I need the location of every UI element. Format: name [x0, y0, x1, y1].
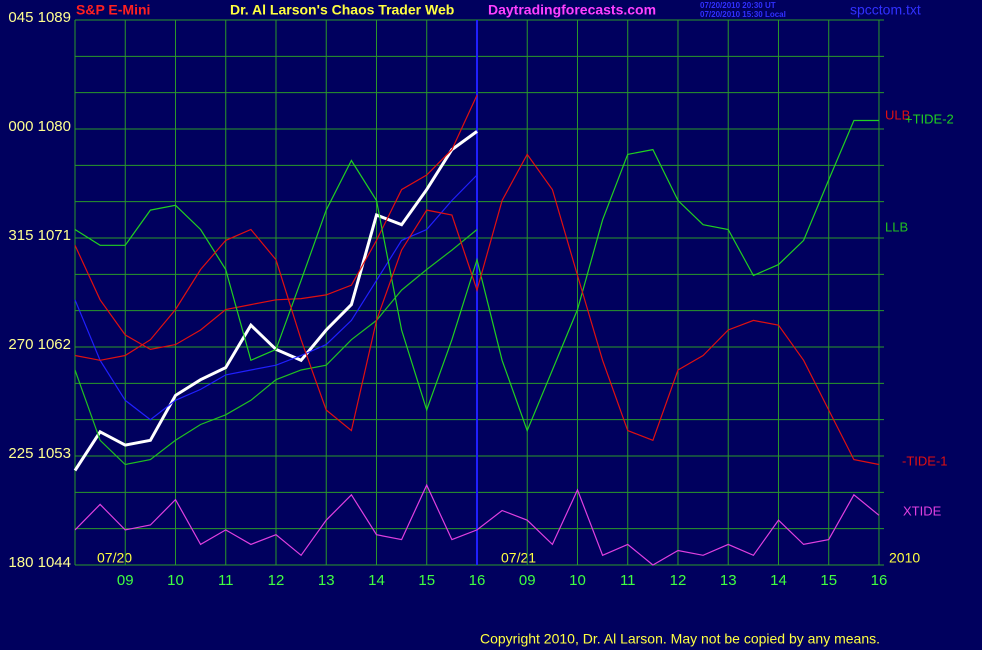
x-tick-label: 13 [720, 572, 737, 589]
legend-label: LLB [885, 219, 908, 234]
y-tick-label: 045 1089 [8, 9, 71, 26]
timestamp: 07/20/2010 15:30 Local [700, 10, 786, 19]
legend-label: XTIDE [903, 503, 942, 518]
x-tick-label: 12 [670, 572, 687, 589]
x-tick-label: 10 [167, 572, 184, 589]
instrument: S&P E-Mini [76, 2, 150, 18]
legend-label: -TIDE-1 [902, 453, 948, 468]
y-tick-label: 225 1053 [8, 445, 71, 462]
year-label: 2010 [889, 550, 920, 566]
x-tick-label: 12 [268, 572, 285, 589]
series-line [74, 119, 879, 433]
x-tick-label: 15 [418, 572, 435, 589]
y-tick-label: 270 1062 [8, 336, 71, 353]
y-tick-label: 315 1071 [8, 227, 71, 244]
date-label: 07/20 [97, 550, 132, 566]
x-tick-label: 11 [620, 572, 636, 589]
series-line [74, 229, 478, 466]
file-name: spcctom.txt [850, 2, 921, 18]
x-tick-label: 16 [469, 572, 486, 589]
x-tick-label: 11 [218, 572, 234, 589]
copyright: Copyright 2010, Dr. Al Larson. May not b… [480, 631, 880, 647]
x-tick-label: 10 [569, 572, 586, 589]
x-tick-label: 09 [117, 572, 134, 589]
website: Daytradingforecasts.com [488, 2, 656, 18]
legend-label: +TIDE-2 [905, 111, 954, 126]
series-line [74, 153, 880, 466]
timestamp: 07/20/2010 20:30 UT [700, 1, 776, 10]
x-tick-label: 14 [770, 572, 787, 589]
date-label: 07/21 [501, 550, 536, 566]
legend-label: ULB [885, 107, 910, 122]
x-tick-label: 09 [519, 572, 536, 589]
x-tick-label: 16 [871, 572, 888, 589]
x-tick-label: 14 [368, 572, 385, 589]
x-tick-label: 15 [820, 572, 837, 589]
chart-title: Dr. Al Larson's Chaos Trader Web [230, 2, 454, 18]
y-tick-label: 000 1080 [8, 118, 71, 135]
series-line [74, 483, 880, 566]
y-tick-label: 180 1044 [8, 554, 71, 571]
x-tick-label: 13 [318, 572, 335, 589]
